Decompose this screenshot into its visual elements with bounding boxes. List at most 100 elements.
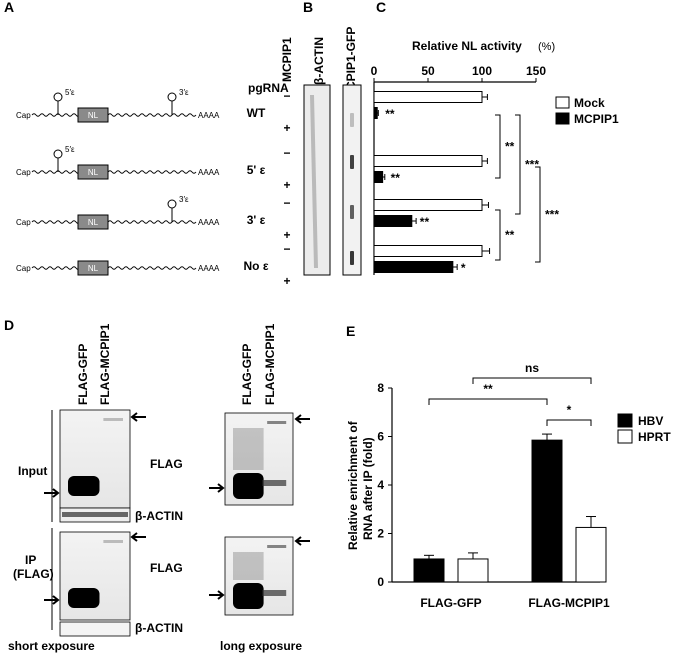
- minus-sign: −: [283, 89, 290, 103]
- rna-strand: [107, 266, 197, 270]
- chart-e-tick-label: 2: [377, 527, 384, 541]
- long-exposure-label: long exposure: [220, 639, 302, 653]
- epsilon-5-label: 5′ε: [65, 145, 75, 154]
- legend-label-hprt: HPRT: [638, 430, 671, 444]
- blot-input-short-mcpip1-band: [103, 418, 123, 421]
- panel-c: C Relative NL activity (%) 0 50 100 150****…: [371, 0, 619, 275]
- beta-actin-band: [310, 94, 318, 269]
- pgrna-header: pgRNA: [248, 81, 289, 95]
- rna-strand: [107, 170, 197, 174]
- bar-hprt-1: [575, 526, 607, 583]
- chart-c-tick-label: 100: [472, 64, 492, 78]
- sig-bracket-hprt: [472, 377, 592, 384]
- arrow-mcpip1-ip-long: [294, 536, 310, 546]
- chart-e-ylabel-line1: Relative enrichment of: [346, 420, 360, 550]
- polya-label: AAAA: [198, 168, 220, 177]
- plus-sign: +: [283, 178, 290, 192]
- lane-label-flag-mcpip1: FLAG-MCPIP1: [98, 323, 112, 405]
- rna-strand: [31, 266, 79, 270]
- mcpip1-gfp-lane-label: MCPIP1-GFP: [344, 27, 358, 100]
- mcpip1-header-a: MCPIP1: [280, 37, 294, 82]
- blot-input-short-gfp-band: [68, 476, 100, 496]
- blot-input-long-faint-band: [262, 480, 287, 486]
- legend-label-mcpip1: MCPIP1: [574, 112, 619, 126]
- chart-c-tick-label: 150: [526, 64, 546, 78]
- plus-sign: +: [283, 121, 290, 135]
- actin-band: [62, 512, 128, 517]
- legend-label-hbv: HBV: [638, 414, 663, 428]
- panel-e-label: E: [346, 323, 355, 339]
- bar-mock-2: [373, 199, 483, 211]
- lane-label-flag-mcpip1: FLAG-MCPIP1: [263, 323, 277, 405]
- bracket-wt-5eps-label: **: [505, 140, 515, 154]
- epsilon-3-label: 3′ε: [179, 88, 189, 97]
- bracket-wt-5eps: [495, 114, 501, 179]
- bar-mock-0: [373, 91, 483, 103]
- construct-name: No ε: [243, 259, 268, 273]
- bar-mock-1: [373, 155, 483, 167]
- polya-label: AAAA: [198, 218, 220, 227]
- epsilon-loop-3: [167, 199, 177, 209]
- rna-strand: [107, 113, 197, 117]
- blot-ip-short-gfp-band: [68, 588, 100, 608]
- legend-swatch-hbv: [617, 413, 633, 428]
- arrow-gfp-ip-short: [44, 595, 60, 605]
- construct-name: WT: [247, 106, 266, 120]
- arrow-gfp-input-long: [209, 483, 225, 493]
- arrow-mcpip1-input-long: [294, 414, 310, 424]
- mcpip1-gfp-band: [350, 251, 354, 265]
- plus-sign: +: [283, 228, 290, 242]
- plus-sign: +: [283, 274, 290, 288]
- sig-star: **: [420, 215, 430, 229]
- mcpip1-gfp-strip: [342, 84, 362, 276]
- sig-star: **: [385, 107, 395, 121]
- ip-label: IP: [25, 553, 36, 567]
- input-label: Input: [18, 464, 47, 478]
- bar-mcpip1-1: [373, 171, 384, 183]
- ip-flag-label: (FLAG): [13, 567, 54, 581]
- epsilon-loop-5: [53, 92, 63, 102]
- nl-label: NL: [88, 111, 99, 120]
- flag-label-ip: FLAG: [150, 561, 183, 575]
- bracket-5eps-noeps-label: ***: [545, 208, 559, 222]
- bar-mock-3: [373, 245, 483, 257]
- actin-label-input: β-ACTIN: [135, 509, 183, 523]
- bracket-5eps-noeps: [535, 166, 541, 263]
- mcpip1-gfp-band: [350, 205, 354, 219]
- short-exposure-label: short exposure: [8, 639, 95, 653]
- blot-ip-long-gfp-band: [233, 583, 264, 609]
- chart-e-tick-label: 4: [377, 478, 384, 492]
- construct-name: 3' ε: [247, 213, 266, 227]
- panel-d-label: D: [4, 317, 14, 333]
- rna-strand: [107, 220, 197, 224]
- sig-bracket-mcpip1-label: *: [567, 403, 572, 417]
- bar-mcpip1-3: [373, 261, 454, 273]
- legend-swatch-hprt: [617, 429, 633, 444]
- blot-ip-actin: [59, 621, 131, 637]
- actin-label-ip: β-ACTIN: [135, 621, 183, 635]
- lane-label-flag-gfp: FLAG-GFP: [76, 344, 90, 405]
- rna-strand: [31, 220, 79, 224]
- blot-ip-long-faint-band: [262, 590, 287, 596]
- nl-label: NL: [88, 264, 99, 273]
- rna-strand: [31, 113, 79, 117]
- minus-sign: −: [283, 196, 290, 210]
- mcpip1-gfp-band: [350, 113, 354, 127]
- blot-input-long-gfp-band: [233, 473, 264, 499]
- sig-bracket-hprt-label: ns: [525, 361, 539, 375]
- chart-c-axis-unit: (%): [538, 41, 555, 53]
- chart-e-ylabel-line2: RNA after IP (fold): [361, 437, 375, 540]
- legend-label-mock: Mock: [574, 96, 605, 110]
- construct-name: 5' ε: [247, 163, 266, 177]
- beta-actin-lane-label: β-ACTIN: [312, 37, 326, 85]
- blot-ip-short-mcpip1-band: [103, 540, 123, 543]
- bracket-3eps-noeps: [495, 209, 501, 261]
- sig-star: *: [461, 261, 466, 275]
- chart-e-tick-label: 6: [377, 430, 384, 444]
- sig-star: **: [391, 171, 401, 185]
- epsilon-5-label: 5′ε: [65, 88, 75, 97]
- cap-label: Cap: [16, 111, 31, 120]
- cap-label: Cap: [16, 218, 31, 227]
- epsilon-loop-5: [53, 149, 63, 159]
